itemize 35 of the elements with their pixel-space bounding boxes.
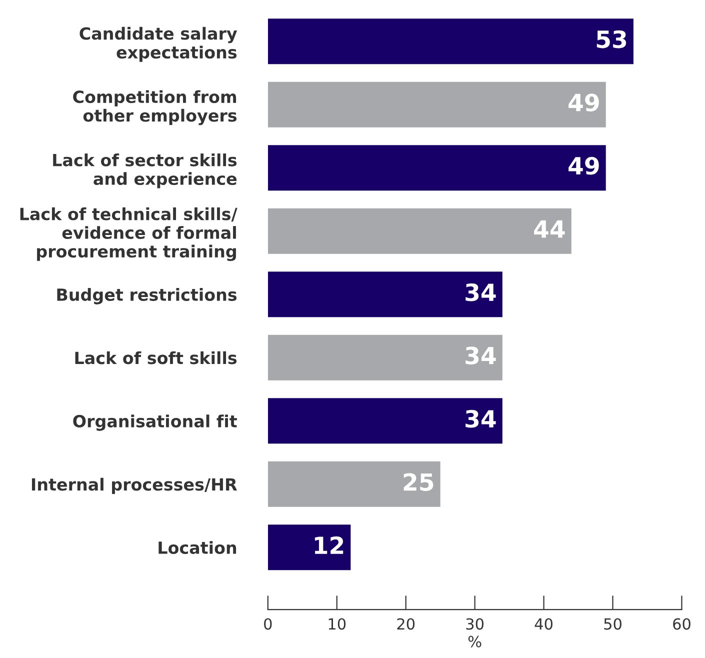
y-tick-label: Internal processes/HR [32, 478, 238, 494]
data-label: 25 [404, 473, 434, 492]
y-tick-label: Budget restrictions [57, 288, 237, 304]
y-tick-label: Competition from other employers [73, 90, 237, 126]
bar [268, 82, 606, 128]
data-label: 53 [596, 30, 626, 48]
bar [268, 272, 502, 318]
x-tick-label: 20 [397, 618, 415, 630]
x-tick-label: 60 [673, 618, 690, 630]
data-label: 34 [466, 346, 496, 364]
bar [268, 208, 572, 254]
data-label: 49 [568, 156, 599, 175]
y-tick-label: Lack of soft skills [75, 351, 237, 364]
x-tick-label: 40 [534, 618, 552, 630]
x-tick-label: 10 [328, 618, 346, 630]
data-label: 12 [314, 536, 344, 554]
data-label: 44 [534, 220, 565, 238]
y-tick-label: Lack of technical skills/ evidence of formal procurement training [20, 207, 238, 261]
x-tick-label: 50 [604, 618, 622, 630]
y-tick-label: Location [158, 541, 236, 554]
x-tick-label: 0 [264, 618, 272, 630]
bar [268, 18, 634, 64]
bar [268, 461, 440, 507]
y-tick-label: Lack of sector skills and experience [53, 153, 237, 188]
data-label: 49 [568, 94, 599, 112]
y-tick-label: Organisational fit [73, 414, 237, 431]
data-label: 34 [466, 283, 496, 302]
x-tick-label: 30 [466, 618, 484, 630]
y-tick-label: Candidate salary expectations [80, 26, 238, 62]
bar [268, 524, 351, 570]
x-axis-title: % [468, 636, 482, 648]
bar [268, 398, 502, 444]
data-label: 34 [466, 410, 496, 428]
bar [268, 334, 502, 380]
bar [268, 145, 606, 191]
